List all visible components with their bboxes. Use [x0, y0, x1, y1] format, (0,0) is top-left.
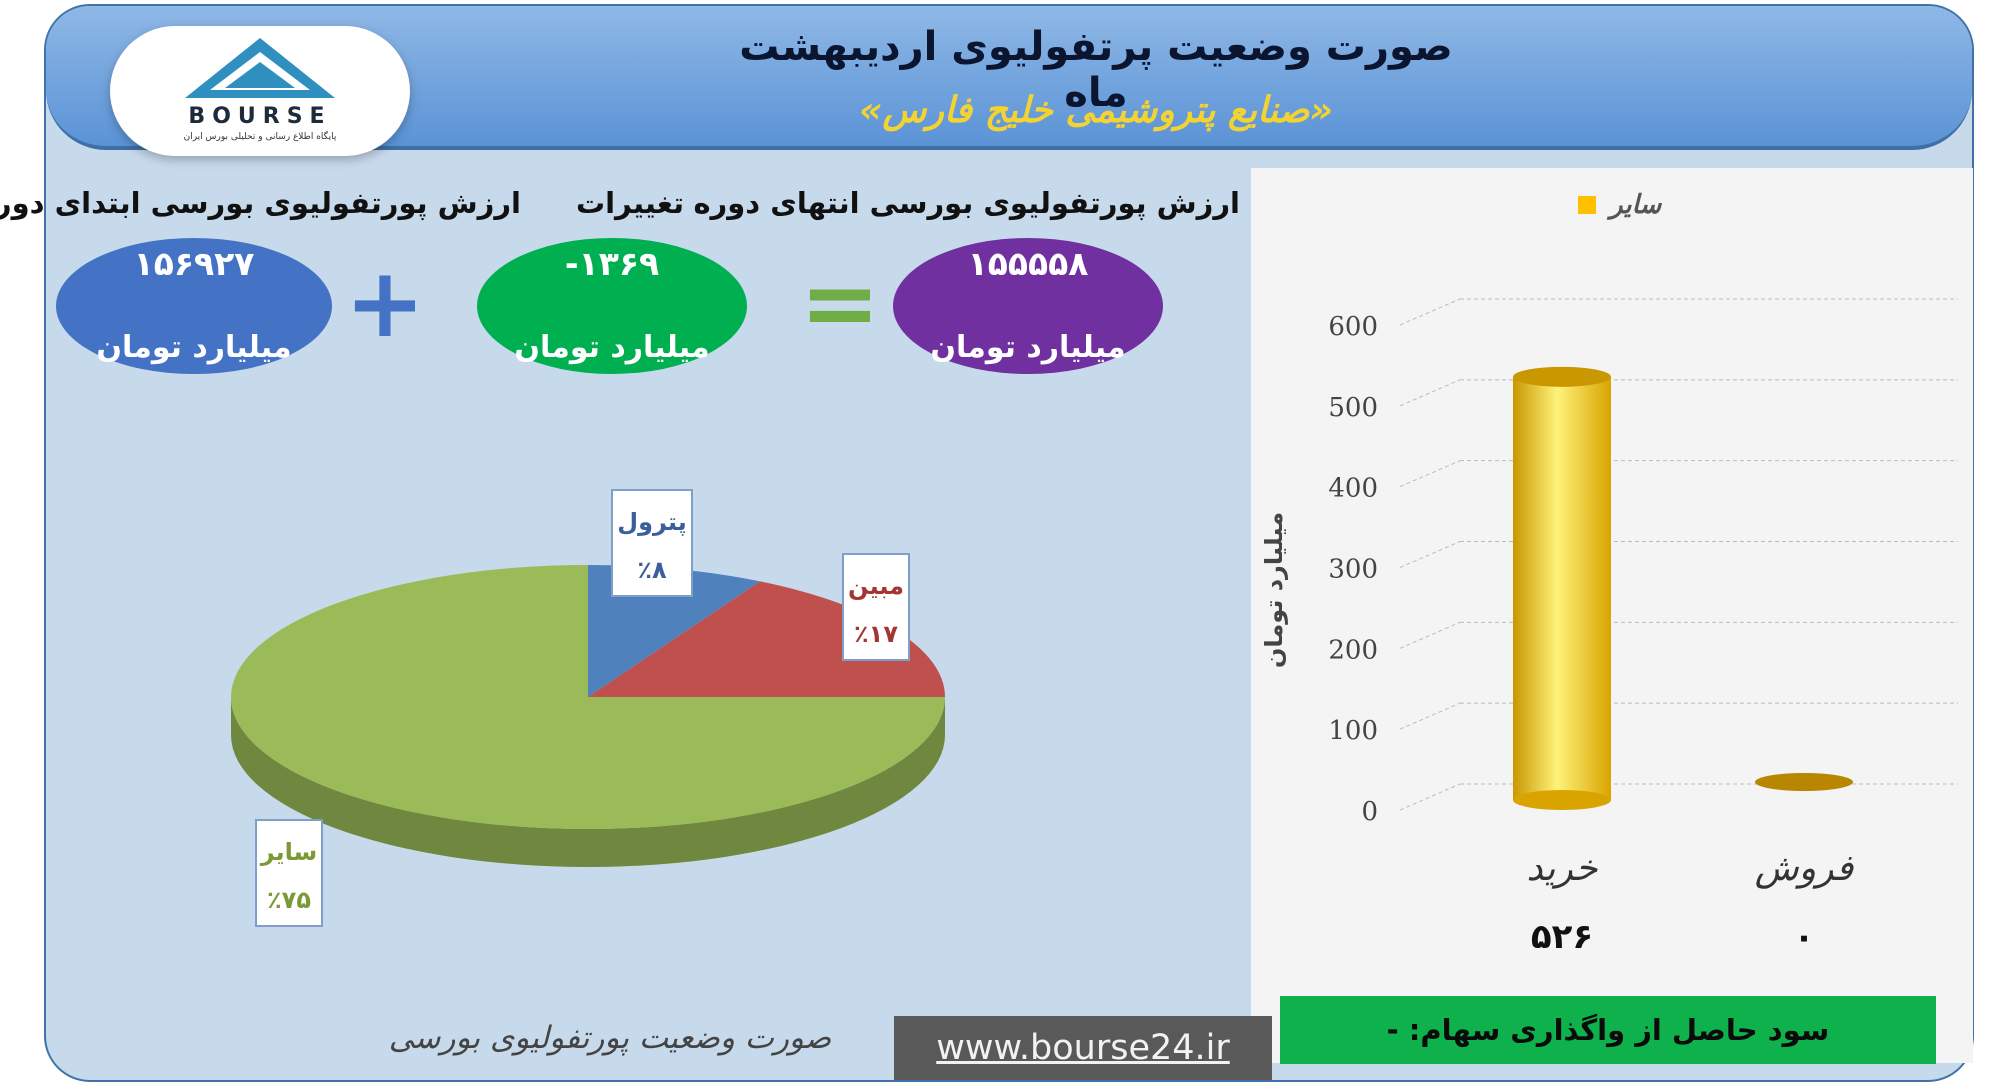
start-unit: میلیارد تومان: [96, 330, 292, 365]
end-value-oval: ۱۵۵۵۵۸ میلیارد تومان: [893, 238, 1163, 374]
pie-label-percent: ٪۱۷: [854, 620, 898, 648]
legend-swatch: [1578, 196, 1596, 214]
grid-diag: [1399, 379, 1461, 407]
pie-label-name: مبین: [848, 572, 904, 600]
bar-0: [1513, 366, 1611, 810]
y-tick-label: 400: [1328, 474, 1378, 504]
legend-label: سایر: [1606, 190, 1663, 220]
grid-diag: [1399, 621, 1461, 649]
chart-caption: صورت وضعیت پورتفولیوی بورسی: [388, 1020, 832, 1056]
profit-note: سود حاصل از واگذاری سهام: -: [1280, 996, 1936, 1064]
grid-diag: [1399, 783, 1461, 811]
bar-value-label: ۰: [1794, 917, 1815, 957]
y-tick-label: 0: [1361, 797, 1378, 827]
y-tick-label: 100: [1328, 716, 1378, 746]
bar-flat: [1755, 773, 1853, 791]
bar-chart-panel: [1251, 168, 1973, 1063]
bourse24-logo: BOURSE پایگاه اطلاع رسانی و تحلیلی بورس …: [110, 26, 410, 156]
x-category-label: خرید: [1526, 848, 1598, 889]
pie-side: [231, 697, 945, 867]
end-unit: میلیارد تومان: [930, 330, 1126, 365]
pie-label-percent: ٪۸: [637, 556, 667, 584]
x-category-label: فروش: [1755, 848, 1854, 889]
bar-body: [1513, 376, 1611, 800]
y-axis-label: میلیارد تومان: [1260, 512, 1288, 668]
start-value: ۱۵۶۹۲۷: [133, 244, 255, 283]
y-tick-label: 600: [1328, 312, 1378, 342]
logo-tagline: پایگاه اطلاع رسانی و تحلیلی بورس ایران: [183, 132, 337, 142]
start-value-label: ارزش پورتفولیوی بورسی ابتدای دوره: [0, 186, 521, 220]
grid-diag: [1399, 460, 1461, 488]
equals-sign: =: [799, 247, 881, 359]
page-title: صورت وضعیت پرتفولیوی اردیبهشت ماه: [739, 24, 1453, 116]
start-value-oval: ۱۵۶۹۲۷ میلیارد تومان: [56, 238, 332, 374]
grid-diag: [1399, 298, 1461, 326]
logo-mark-icon: [185, 38, 335, 98]
pie-label-box: [611, 489, 693, 597]
y-tick-label: 500: [1328, 393, 1378, 423]
pie-side-2: [231, 697, 945, 867]
end-value: ۱۵۵۵۵۸: [967, 244, 1089, 283]
grid-diag: [1399, 702, 1461, 730]
bar-1: [1755, 773, 1853, 791]
pie-label-1: مبین ٪۱۷: [842, 553, 910, 661]
pie-label-2: سایر ٪۷۵: [255, 819, 323, 927]
logo-text: BOURSE: [188, 104, 332, 129]
pie-label-name: سایر: [260, 838, 318, 866]
pie-label-box: [255, 819, 323, 927]
pie-label-box: [842, 553, 910, 661]
bar-top: [1513, 366, 1611, 387]
change-label: تغییرات: [575, 186, 685, 220]
bar-base: [1513, 790, 1611, 810]
plus-sign: +: [344, 247, 426, 359]
pie-slice-0: [588, 565, 760, 697]
pie-slice-2: [231, 565, 945, 829]
change-unit: میلیارد تومان: [514, 330, 710, 365]
end-value-label: ارزش پورتفولیوی بورسی انتهای دوره: [693, 186, 1240, 220]
bar-value-label: ۵۲۶: [1531, 917, 1593, 957]
change-oval: -۱۳۶۹ میلیارد تومان: [477, 238, 747, 374]
y-tick-label: 200: [1328, 635, 1378, 665]
pie-label-0: پترول ٪۸: [611, 489, 693, 597]
pie-label-name: پترول: [617, 508, 686, 536]
bar-legend: سایر: [1578, 190, 1663, 220]
change-value: -۱۳۶۹: [564, 244, 660, 283]
grid-diag: [1399, 541, 1461, 568]
pie-label-percent: ٪۷۵: [267, 886, 311, 914]
page-subtitle: «صنایع پتروشیمی خلیج فارس»: [859, 90, 1333, 131]
website-link[interactable]: www.bourse24.ir: [894, 1016, 1272, 1080]
y-tick-label: 300: [1328, 555, 1378, 585]
